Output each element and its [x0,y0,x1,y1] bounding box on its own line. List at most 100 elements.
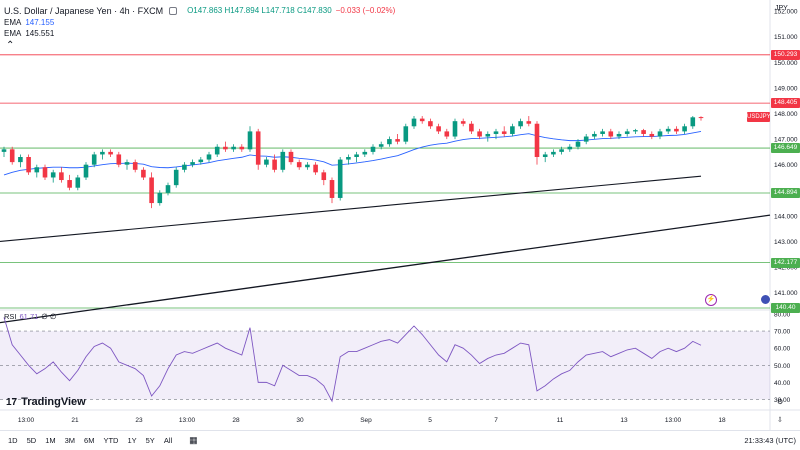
utc-clock[interactable]: 21:33:43 (UTC) [744,436,796,445]
price-label: 142.177 [771,257,800,268]
candle-body [551,151,556,155]
currency-label[interactable]: JPY [775,5,788,12]
symbol-menu-icon[interactable] [169,7,178,15]
range-5d[interactable]: 5D [26,436,37,445]
candle-body [75,177,81,188]
us-flag-icon[interactable] [760,294,771,305]
price-tick-label: 150.000 [774,60,798,67]
collapse-legend-icon[interactable]: ⌃ [6,40,15,51]
range-1m[interactable]: 1M [45,436,56,445]
candle-body [26,157,31,173]
range-all[interactable]: All [163,436,173,445]
candle-body [321,172,327,181]
candle-body [329,180,335,198]
candle-body [165,185,171,193]
candle-body [59,172,64,181]
candle-body [305,164,310,168]
ema-fast-legend[interactable]: EMA 147.155 [4,18,54,27]
candle-body [592,133,597,137]
candle-body [518,121,523,127]
range-1y[interactable]: 1Y [127,436,137,445]
time-tick-label: 13:00 [665,417,682,424]
time-tick-label: 23 [135,417,143,424]
rsi-tick-label: 50.00 [774,363,791,370]
candle-body [108,151,113,155]
symbol-price-tag: USDJPY [747,112,771,122]
candle-body [132,162,138,170]
candle-body [67,180,72,188]
candle-body [214,146,220,155]
candle-body [649,133,655,137]
candle-body [567,146,573,150]
candle-body [698,117,704,119]
rsi-line [3,317,702,403]
range-3m[interactable]: 3M [64,436,76,445]
price-label: 140.40 [771,303,800,313]
price-tick-label: 152.000 [774,9,798,16]
axis-settings-icon[interactable]: ⚙ [777,399,784,406]
candle-body [370,146,376,152]
range-6m[interactable]: 6M [84,436,95,445]
candle-body [477,131,482,137]
candle-body [460,121,466,124]
tradingview-logo[interactable]: 17 TradingView [6,396,86,408]
candle-body [510,126,515,134]
candle-body [665,128,671,132]
candle-body [264,159,269,165]
ema-slow-legend[interactable]: EMA 145.551 [4,29,54,38]
time-tick-label: Sep [360,417,372,424]
price-tick-label: 142.000 [774,265,798,272]
price-tick-label: 146.000 [774,162,798,169]
candle-body [485,133,491,137]
range-ytd[interactable]: YTD [103,436,119,445]
rsi-legend[interactable]: RSI 61.71 ∅ ∅ [4,312,56,321]
candle-body [542,154,548,157]
candle-body [452,121,458,137]
time-tick-label: 13 [620,417,628,424]
candle-body [616,133,622,137]
candle-body [346,157,351,160]
ohlc-values: O147.863 H147.894 L147.718 C147.830 [187,6,332,15]
price-label: 148.405 [771,98,800,109]
candle-body [141,169,146,178]
rsi-value: 61.71 [19,312,39,321]
rsi-tick-label: 80.00 [774,312,791,319]
candle-body [354,154,359,157]
price-tick-label: 151.000 [774,34,798,41]
long-trend-line [0,214,771,324]
candle-body [116,154,122,165]
candle-body [157,192,163,204]
candle-body [198,159,204,163]
ema-slow-label: EMA [4,29,22,38]
time-tick-label: 7 [494,417,498,424]
candle-body [403,126,409,142]
candle-body [1,149,7,152]
candle-body [583,136,589,142]
candle-body [91,154,97,165]
candle-body [633,130,638,132]
candle-body [313,164,318,173]
candle-body [378,144,384,147]
lightning-icon[interactable]: ⚡ [705,294,717,306]
candle-body [674,128,679,132]
tradingview-mark-icon: 17 [6,396,18,408]
price-tick-label: 144.000 [774,213,798,220]
calendar-icon[interactable]: ▦ [189,435,198,445]
candle-body [182,164,187,170]
axis-scroll-icon[interactable]: ⇩ [777,417,783,424]
price-label: 144.894 [771,187,800,198]
candle-body [534,123,540,157]
price-tick-label: 141.000 [774,290,798,297]
candle-body [83,164,89,178]
symbol-title[interactable]: U.S. Dollar / Japanese Yen · 4h · FXCM [4,6,164,16]
range-1d[interactable]: 1D [8,436,18,445]
range-5y[interactable]: 5Y [145,436,155,445]
time-tick-label: 30 [296,417,304,424]
price-tick-label: 148.000 [774,111,798,118]
candle-body [444,131,450,137]
candle-body [387,139,392,145]
price-tick-label: 143.000 [774,239,798,246]
candle-body [337,159,343,198]
candle-body [280,151,286,170]
